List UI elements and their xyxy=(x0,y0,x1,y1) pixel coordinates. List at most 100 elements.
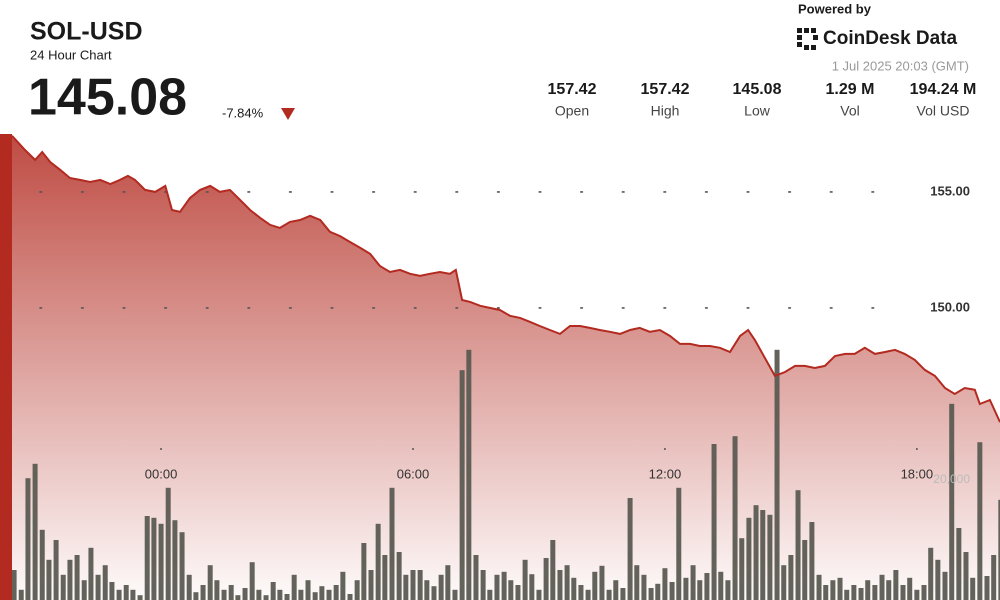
volume-bar xyxy=(655,583,661,600)
volume-bar xyxy=(249,562,255,600)
volume-bar xyxy=(704,573,710,600)
x-tick-label: 00:00 xyxy=(145,466,178,481)
stat-value: 1.29 M xyxy=(826,81,875,98)
volume-bar xyxy=(270,582,276,600)
stats: 157.42 Open 157.42 High 145.08 Low 1.29 … xyxy=(548,81,977,118)
stat-value: 145.08 xyxy=(733,81,782,98)
volume-bar xyxy=(998,499,1000,600)
volume-bar xyxy=(452,589,458,600)
volume-bar xyxy=(88,547,94,600)
volume-bar xyxy=(291,574,297,600)
volume-bar xyxy=(487,589,493,600)
volume-bar xyxy=(137,595,143,600)
volume-bar xyxy=(662,568,668,600)
volume-bar xyxy=(53,540,59,600)
volume-bar xyxy=(459,370,465,600)
volume-bar xyxy=(172,520,178,600)
volume-bar xyxy=(382,555,388,600)
volume-bar xyxy=(767,514,773,600)
powered-by: Powered by xyxy=(798,1,872,16)
volume-bar xyxy=(564,565,570,600)
volume-bar xyxy=(984,576,990,600)
volume-bar xyxy=(592,571,598,600)
volume-bar xyxy=(578,585,584,600)
brand-logo xyxy=(797,28,818,50)
volume-bar xyxy=(508,580,514,600)
volume-bar xyxy=(228,585,234,600)
volume-bar xyxy=(46,559,52,600)
volume-bar xyxy=(830,580,836,600)
volume-bar xyxy=(886,580,892,600)
volume-bar xyxy=(305,580,311,600)
change: -7.84% xyxy=(222,105,264,120)
stat-label: High xyxy=(651,103,680,119)
volume-bar xyxy=(445,565,451,600)
volume-bar xyxy=(711,444,717,600)
volume-bar xyxy=(641,574,647,600)
volume-bar xyxy=(760,510,766,600)
volume-bar xyxy=(963,552,969,600)
volume-bar xyxy=(389,487,395,600)
volume-bar xyxy=(74,555,80,600)
volume-bar xyxy=(956,528,962,600)
volume-bar xyxy=(746,517,752,600)
volume-bar xyxy=(991,555,997,600)
x-tick-label: 06:00 xyxy=(397,466,430,481)
volume-bar xyxy=(949,403,955,600)
volume-bar xyxy=(375,523,381,600)
volume-bar xyxy=(606,589,612,600)
volume-bar xyxy=(753,505,759,600)
volume-bar xyxy=(109,582,115,600)
volume-bar xyxy=(340,571,346,600)
volume-bar xyxy=(417,570,423,600)
volume-bar xyxy=(466,349,472,600)
x-tick-label: 12:00 xyxy=(649,466,682,481)
volume-bar xyxy=(529,574,535,600)
volume-bar xyxy=(620,588,626,600)
volume-bar xyxy=(256,589,262,600)
volume-bar xyxy=(627,498,633,600)
volume-bar xyxy=(277,589,283,600)
volume-bar xyxy=(144,516,150,600)
price: 145.08 xyxy=(28,69,187,127)
volume-bar xyxy=(928,547,934,600)
volume-bar xyxy=(683,577,689,600)
subtitle: 24 Hour Chart xyxy=(30,47,112,62)
volume-bar xyxy=(823,585,829,600)
volume-bar xyxy=(900,585,906,600)
volume-bar xyxy=(333,585,339,600)
volume-bar xyxy=(795,490,801,600)
volume-bar xyxy=(312,592,318,600)
volume-bar xyxy=(200,585,206,600)
x-tick-label: 18:00 xyxy=(901,466,934,481)
stat-label: Low xyxy=(744,103,771,119)
volume-bar xyxy=(186,574,192,600)
volume-bar xyxy=(347,594,353,600)
volume-bar xyxy=(410,570,416,600)
volume-bar xyxy=(368,570,374,600)
volume-bar xyxy=(515,585,521,600)
volume-bar xyxy=(123,585,129,600)
volume-bar xyxy=(788,555,794,600)
volume-bar xyxy=(32,463,38,600)
stat-label: Vol USD xyxy=(917,103,970,119)
volume-bar xyxy=(613,580,619,600)
volume-bar xyxy=(718,571,724,600)
volume-bar xyxy=(865,580,871,600)
volume-bar xyxy=(18,589,24,600)
volume-bar xyxy=(851,585,857,600)
volume-bar xyxy=(102,565,108,600)
volume-bar xyxy=(557,570,563,600)
volume-bar xyxy=(39,529,45,600)
volume-bar xyxy=(207,565,213,600)
x-tick-mark xyxy=(160,448,163,450)
volume-bar xyxy=(837,577,843,600)
volume-bar xyxy=(676,487,682,600)
volume-bar xyxy=(522,559,528,600)
stat-value: 194.24 M xyxy=(910,81,977,98)
volume-bar xyxy=(872,585,878,600)
volume-bar xyxy=(774,349,780,600)
volume-bar xyxy=(571,577,577,600)
price-line xyxy=(11,135,1000,423)
